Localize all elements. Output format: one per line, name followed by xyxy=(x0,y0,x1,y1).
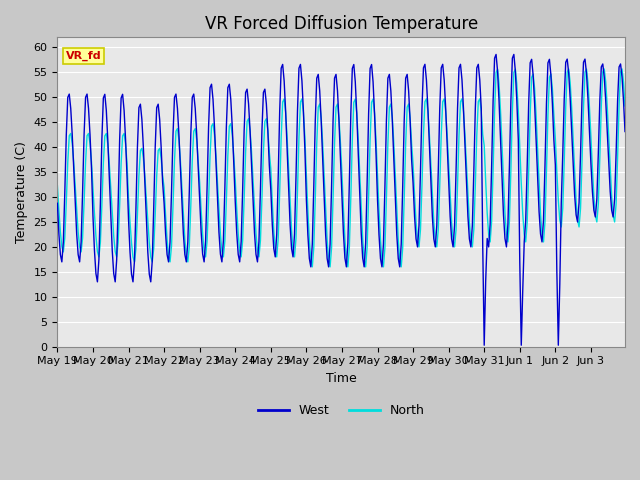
X-axis label: Time: Time xyxy=(326,372,356,385)
Legend: West, North: West, North xyxy=(253,399,429,422)
Y-axis label: Temperature (C): Temperature (C) xyxy=(15,141,28,243)
Text: VR_fd: VR_fd xyxy=(66,51,102,61)
Title: VR Forced Diffusion Temperature: VR Forced Diffusion Temperature xyxy=(205,15,478,33)
